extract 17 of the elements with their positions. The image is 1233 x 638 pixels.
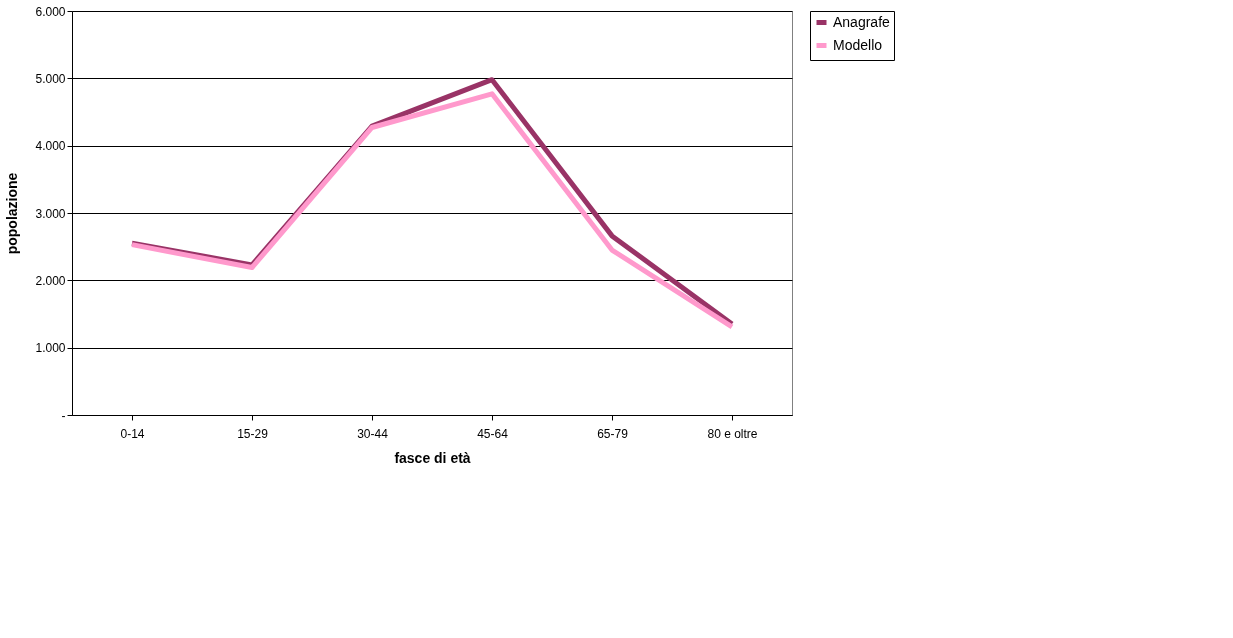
x-tick-label: 80 e oltre	[707, 426, 758, 441]
y-tick-label: 2.000	[35, 273, 66, 288]
y-tick-label: 3.000	[35, 206, 66, 221]
x-tick-label: 0-14	[120, 426, 145, 441]
y-tick-label: 1.000	[35, 341, 66, 356]
legend-label: Anagrafe	[833, 13, 891, 30]
x-tick-label: 30-44	[357, 426, 389, 441]
x-tick-label: 15-29	[237, 426, 269, 441]
y-tick-label: 6.000	[35, 4, 66, 19]
x-tick-label: 45-64	[477, 426, 509, 441]
y-tick-label: 5.000	[35, 71, 66, 86]
x-axis-title: fasce di età	[394, 449, 471, 466]
y-tick-label: 4.000	[35, 139, 66, 154]
legend-label: Modello	[833, 36, 883, 53]
y-axis-title: popolazione	[4, 172, 21, 255]
y-tick-label: -	[61, 408, 66, 423]
x-tick-label: 65-79	[597, 426, 629, 441]
